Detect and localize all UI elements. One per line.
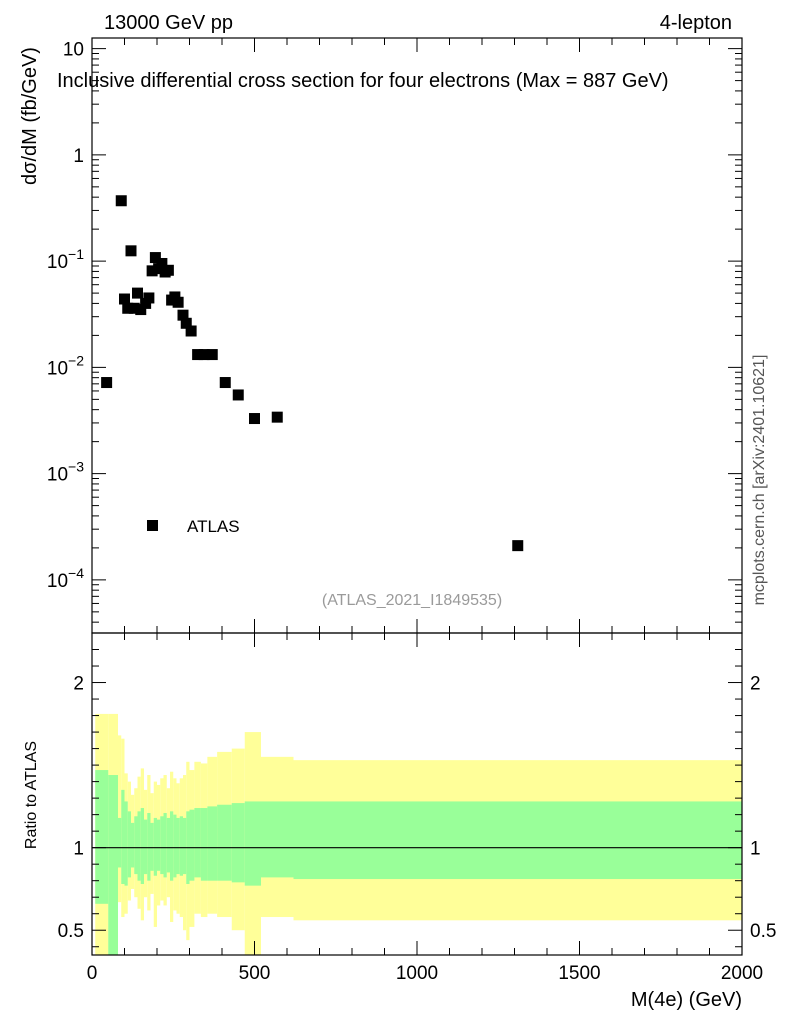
data-point: [232, 389, 244, 401]
data-point: [143, 292, 155, 304]
x-tick-label: 1500: [558, 963, 600, 984]
data-point: [119, 293, 130, 305]
ratio-band-inner: [153, 817, 157, 876]
data-point: [172, 296, 184, 308]
ratio-y-tick-label: 2: [73, 674, 84, 695]
data-point: [135, 304, 147, 316]
watermark: (ATLAS_2021_I1849535): [322, 592, 502, 609]
ratio-band-inner: [95, 770, 109, 904]
ratio-y-tick-label-right: 2: [750, 674, 761, 695]
ratio-band-inner: [173, 814, 177, 878]
header-right: 4-lepton: [660, 12, 732, 34]
data-point: [128, 302, 140, 314]
ratio-band-inner: [144, 819, 148, 875]
ratio-band-inner: [166, 817, 170, 873]
data-point: [249, 413, 260, 425]
ratio-band-inner: [134, 816, 138, 875]
main-data-points: [101, 195, 524, 552]
data-point: [162, 264, 174, 276]
ratio-band-inner: [194, 808, 201, 878]
data-point: [125, 245, 137, 257]
ratio-y-tick-label: 1: [73, 839, 84, 860]
ratio-band-inner: [207, 806, 218, 881]
ratio-band-inner: [127, 811, 131, 878]
data-point: [180, 317, 192, 329]
ratio-band-inner: [183, 817, 187, 875]
ratio-band-inner: [163, 812, 167, 878]
main-y-tick-label: 1: [73, 146, 84, 167]
data-point: [206, 349, 218, 361]
ratio-band-inner: [170, 811, 174, 881]
ratio-band-inner: [217, 804, 232, 881]
ratio-band-inner: [176, 817, 180, 875]
ratio-band-inner: [157, 819, 161, 871]
ratio-band-inner: [108, 775, 118, 955]
ratio-band-inner: [150, 822, 154, 871]
ratio-band-inner: [140, 808, 144, 884]
ratio-band-inner: [293, 801, 742, 880]
data-point: [185, 325, 197, 337]
ratio-band-inner: [231, 803, 245, 883]
main-y-tick-label: 10−4: [47, 565, 84, 592]
ratio-band-inner: [179, 816, 183, 876]
ratio-band-inner: [121, 789, 125, 884]
data-point: [198, 349, 210, 361]
legend-label-atlas: ATLAS: [187, 517, 240, 536]
ratio-band-inner: [160, 816, 164, 875]
header-left: 13000 GeV pp: [104, 12, 233, 34]
data-point: [122, 302, 134, 314]
legend: ATLAS: [147, 517, 240, 536]
ratio-y-tick-label-right: 0.5: [750, 921, 776, 942]
ratio-y-tick-label-right: 1: [750, 839, 761, 860]
ratio-band-inner: [131, 822, 135, 868]
main-y-tick-label: 10−3: [47, 459, 84, 486]
data-point: [192, 349, 204, 361]
data-point: [177, 309, 189, 321]
main-axes: 10 1 10−1 10−2 10−3 10−4: [47, 37, 743, 634]
main-y-tick-label: 10−2: [47, 352, 84, 379]
x-tick-label: 1000: [396, 963, 438, 984]
data-point: [219, 377, 231, 389]
data-point: [149, 252, 161, 264]
x-tick-label: 500: [239, 963, 271, 984]
main-y-tick-label: 10: [63, 40, 84, 61]
ratio-band-inner: [147, 812, 151, 881]
x-tick-label: 2000: [721, 963, 763, 984]
ratio-band-inner: [189, 809, 195, 881]
ratio-band-inner: [244, 801, 261, 886]
ratio-band-inner: [200, 808, 208, 881]
ratio-y-tick-label: 0.5: [58, 921, 84, 942]
main-y-axis-label: dσ/dM (fb/GeV): [19, 47, 41, 185]
ratio-band-inner: [124, 801, 128, 886]
x-axis-label: M(4e) (GeV): [631, 989, 742, 1011]
data-point: [115, 195, 127, 207]
ratio-band-inner: [137, 811, 141, 881]
data-point: [156, 257, 168, 269]
side-label: mcplots.cern.ch [arXiv:2401.10621]: [751, 355, 768, 606]
ratio-y-axis-label: Ratio to ATLAS: [23, 741, 40, 849]
main-y-tick-label: 10−1: [47, 246, 84, 273]
data-point: [271, 411, 283, 423]
ratio-band-inner: [118, 817, 122, 868]
ratio-axes: 0.5 0.5 1 1 2 2 0 500 1000 1500 2000: [58, 632, 776, 984]
legend-marker-atlas: [147, 520, 158, 531]
data-point: [146, 265, 158, 277]
main-plot-panel: 10 1 10−1 10−2 10−3 10−4 Inclusive differenti…: [19, 37, 743, 634]
data-point: [101, 377, 113, 389]
ratio-bands: [95, 713, 742, 955]
x-tick-label: 0: [87, 963, 98, 984]
data-point: [132, 287, 143, 299]
main-title: Inclusive differential cross section for…: [57, 70, 669, 92]
ratio-band-inner: [261, 801, 294, 878]
data-point: [512, 540, 524, 552]
ratio-plot-panel: 0.5 0.5 1 1 2 2 0 500 1000 1500 2000 Ratio to ATLA…: [23, 632, 776, 1011]
